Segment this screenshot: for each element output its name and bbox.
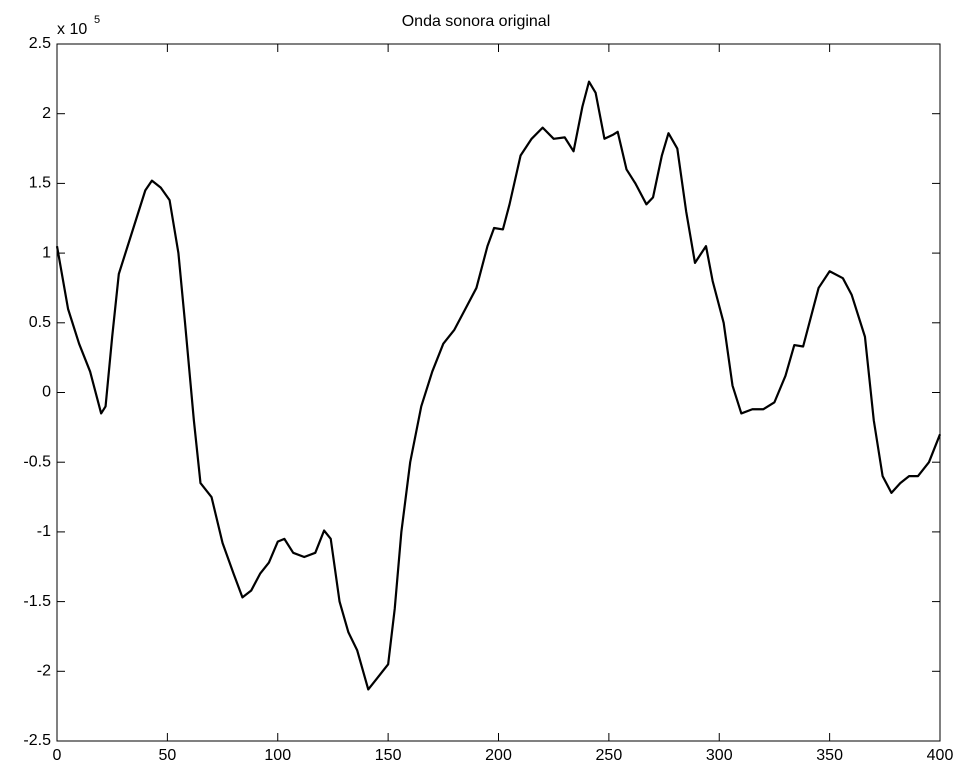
x-tick-label: 400 xyxy=(927,747,954,764)
x-tick-label: 350 xyxy=(816,747,843,764)
y-tick-label: 0.5 xyxy=(29,314,51,331)
y-tick-label: 0 xyxy=(42,384,51,401)
y-tick-label: -2.5 xyxy=(23,732,51,749)
x-tick-label: 100 xyxy=(264,747,291,764)
y-multiplier-exponent: 5 xyxy=(94,14,100,26)
y-tick-label: -1.5 xyxy=(23,593,51,610)
y-tick-label: 1.5 xyxy=(29,175,51,192)
y-multiplier: x 10 xyxy=(57,21,87,38)
x-tick-label: 150 xyxy=(375,747,402,764)
y-tick-label: 1 xyxy=(42,244,51,261)
y-tick-label: 2 xyxy=(42,105,51,122)
x-tick-label: 0 xyxy=(53,747,62,764)
y-tick-label: -2 xyxy=(37,663,51,680)
y-tick-label: 2.5 xyxy=(29,35,51,52)
data-line xyxy=(55,80,942,691)
x-tick-label: 50 xyxy=(158,747,176,764)
x-tick-label: 200 xyxy=(485,747,512,764)
y-tick-label: -0.5 xyxy=(23,453,51,470)
x-tick-label: 300 xyxy=(706,747,733,764)
x-tick-label: 250 xyxy=(596,747,623,764)
y-tick-label: -1 xyxy=(37,523,51,540)
chart-title: Onda sonora original xyxy=(402,13,551,30)
